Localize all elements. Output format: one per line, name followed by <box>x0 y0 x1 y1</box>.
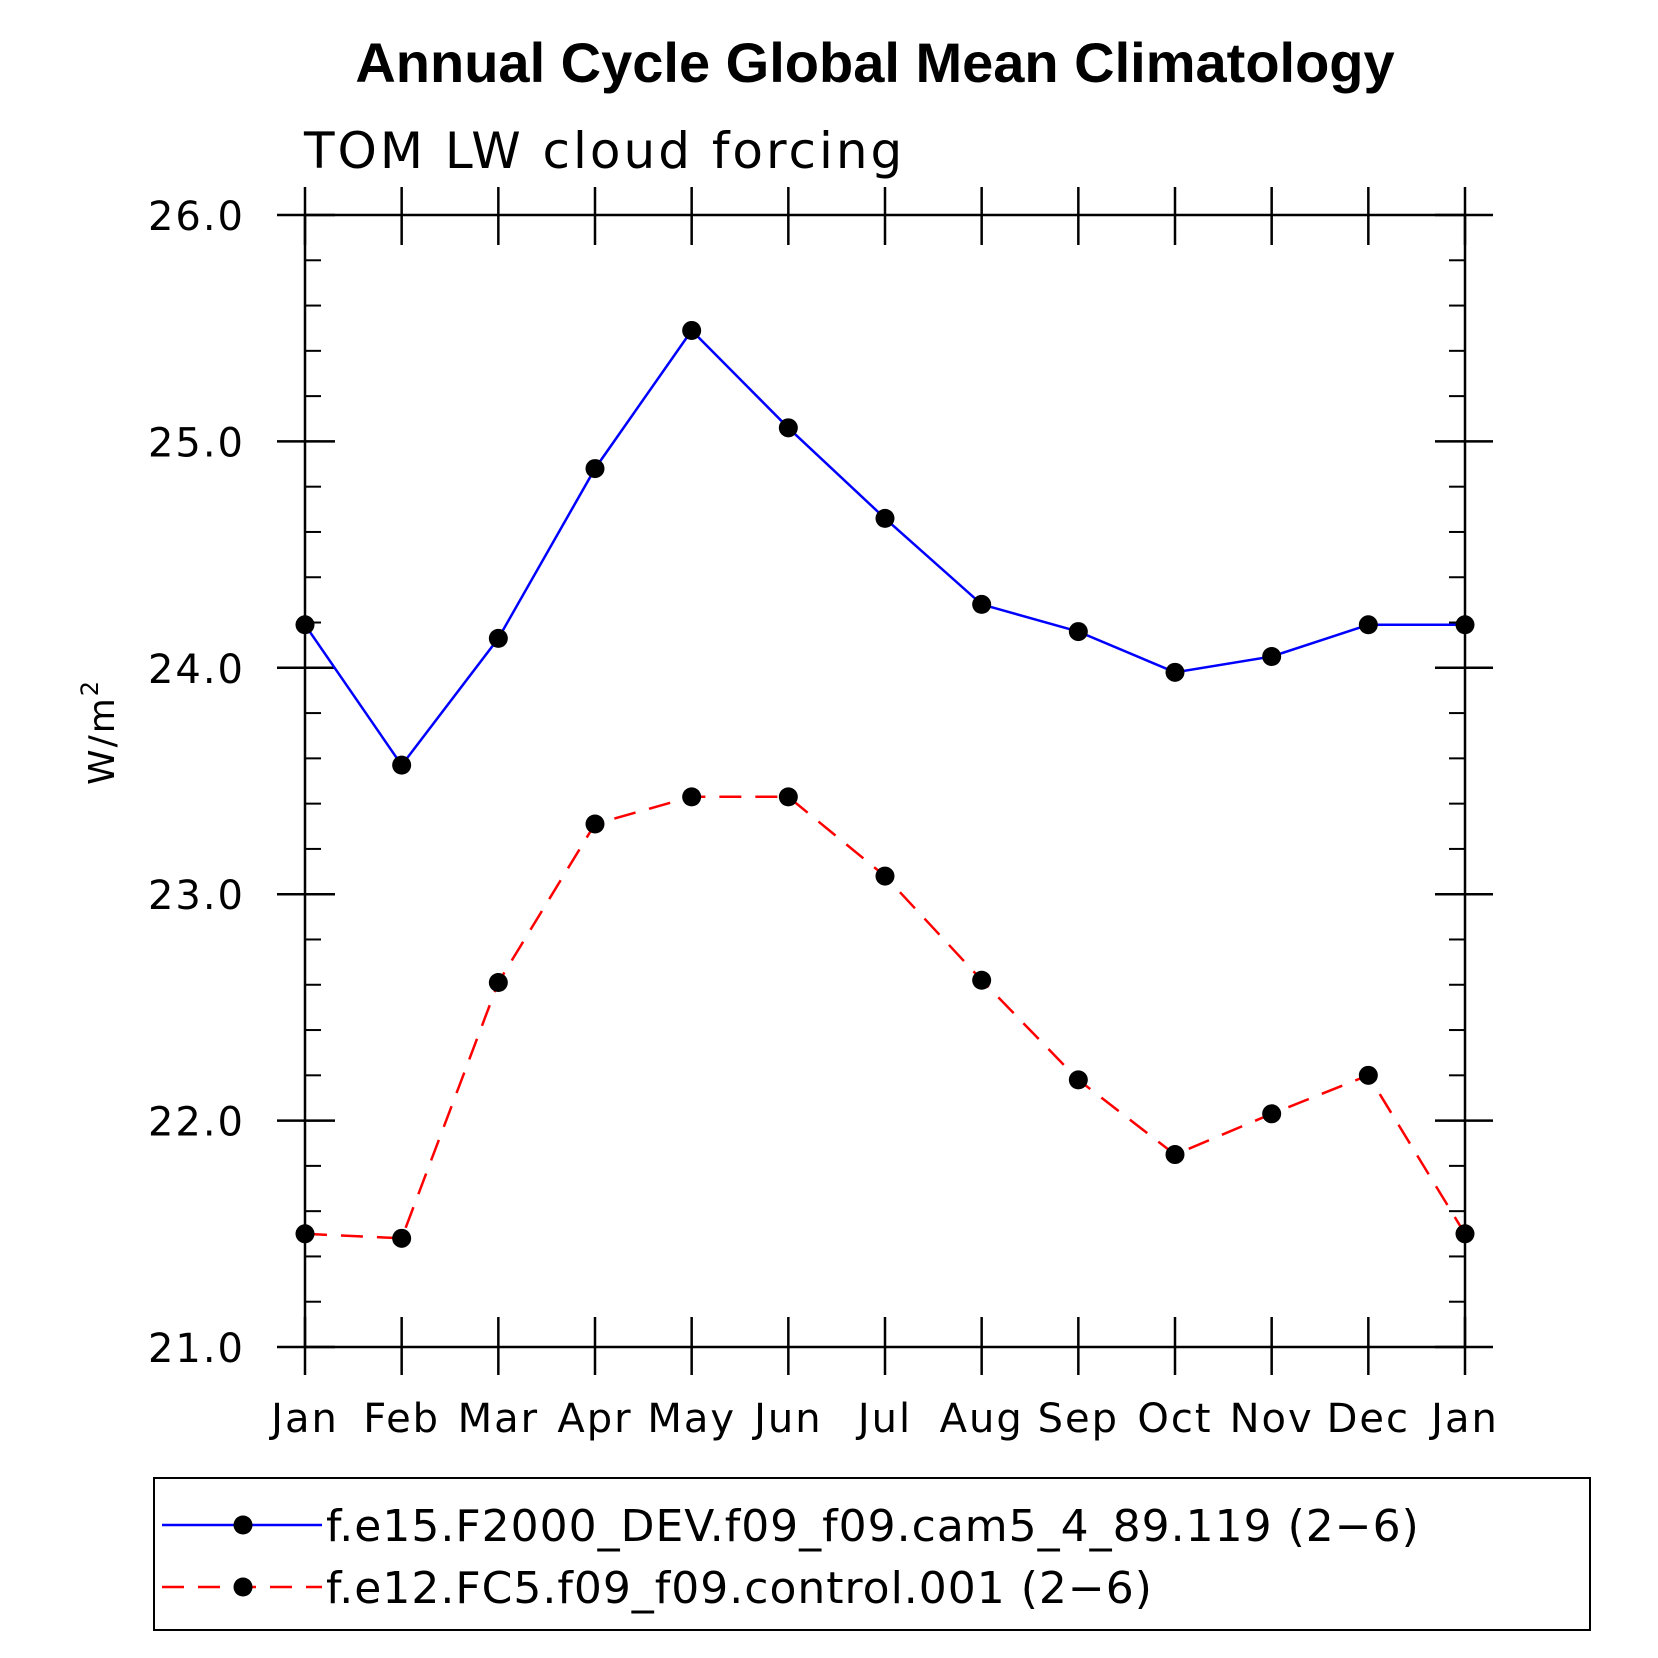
series-line-2 <box>304 795 1467 1240</box>
axes: Jan Feb Mar Apr May Jun Jul Aug Sep Oct Nov Dec Jan 2… <box>148 187 1499 1442</box>
x-tick-label: Jul <box>855 1396 912 1442</box>
y-axis-label-main: W/m <box>82 696 123 785</box>
y-tick-label: 25.0 <box>148 420 245 466</box>
series-1-point <box>585 459 605 479</box>
legend: f.e15.F2000_DEV.f09_f09.cam5_4_89.119 (2… <box>153 1477 1591 1631</box>
y-axis-label-superscript: 2 <box>76 679 104 696</box>
chart-subtitle: TOM LW cloud forcing <box>303 122 905 180</box>
x-tick-label: Nov <box>1230 1396 1314 1442</box>
series-2-point <box>1068 1070 1088 1090</box>
y-tick-label: 26.0 <box>148 194 245 240</box>
series-1-point <box>972 594 992 614</box>
series-1-point <box>778 418 798 438</box>
x-tick-label: Oct <box>1137 1396 1212 1442</box>
x-tick-label: Mar <box>458 1396 539 1442</box>
legend-marker-1 <box>233 1515 253 1535</box>
legend-marker-2 <box>233 1577 253 1597</box>
series-2-point <box>875 866 895 886</box>
x-tick-label: Aug <box>940 1396 1024 1442</box>
series-2-point <box>1455 1224 1475 1244</box>
y-tick-label: 24.0 <box>148 647 245 693</box>
series-1-point <box>488 628 508 648</box>
series-1-point <box>1165 662 1185 682</box>
plot-frame <box>303 213 1467 1349</box>
series-1-point <box>875 508 895 528</box>
y-tick-label: 22.0 <box>148 1100 245 1146</box>
x-tick-label: Jan <box>268 1396 339 1442</box>
y-axis-label: W/m2 <box>76 679 123 785</box>
series-2-point <box>392 1228 412 1248</box>
series-2-point <box>778 787 798 807</box>
series-2-point <box>1358 1065 1378 1085</box>
x-tick-label: May <box>647 1396 736 1442</box>
series-1-point <box>682 320 702 340</box>
series-layer <box>295 320 1475 1248</box>
series-2-point <box>1262 1104 1282 1124</box>
series-2-point <box>972 970 992 990</box>
legend-label-1: f.e15.F2000_DEV.f09_f09.cam5_4_89.119 (2… <box>326 1501 1420 1552</box>
legend-box <box>153 1477 1591 1631</box>
legend-items: f.e15.F2000_DEV.f09_f09.cam5_4_89.119 (2… <box>162 1501 1420 1614</box>
x-tick-label: Jan <box>1428 1396 1499 1442</box>
series-2-point <box>585 814 605 834</box>
series-1-point <box>1455 615 1475 635</box>
y-tick-label: 23.0 <box>148 873 245 919</box>
series-1-point <box>1068 622 1088 642</box>
chart-title: Annual Cycle Global Mean Climatology <box>355 31 1394 94</box>
series-1-point <box>1262 646 1282 666</box>
series-2-point <box>488 972 508 992</box>
series-1-point <box>295 615 315 635</box>
series-1-point <box>1358 615 1378 635</box>
series-1-point <box>392 755 412 775</box>
x-tick-label: Apr <box>557 1396 632 1442</box>
series-line-1 <box>303 328 1465 768</box>
x-tick-label: Dec <box>1327 1396 1410 1442</box>
series-2-point <box>1165 1145 1185 1165</box>
series-2-point <box>682 787 702 807</box>
x-tick-label: Feb <box>363 1396 440 1442</box>
x-tick-label: Jun <box>751 1396 823 1442</box>
legend-label-2: f.e12.FC5.f09_f09.control.001 (2−6) <box>326 1563 1153 1614</box>
x-tick-label: Sep <box>1038 1396 1119 1442</box>
series-2-point <box>295 1224 315 1244</box>
y-tick-label: 21.0 <box>148 1326 245 1372</box>
